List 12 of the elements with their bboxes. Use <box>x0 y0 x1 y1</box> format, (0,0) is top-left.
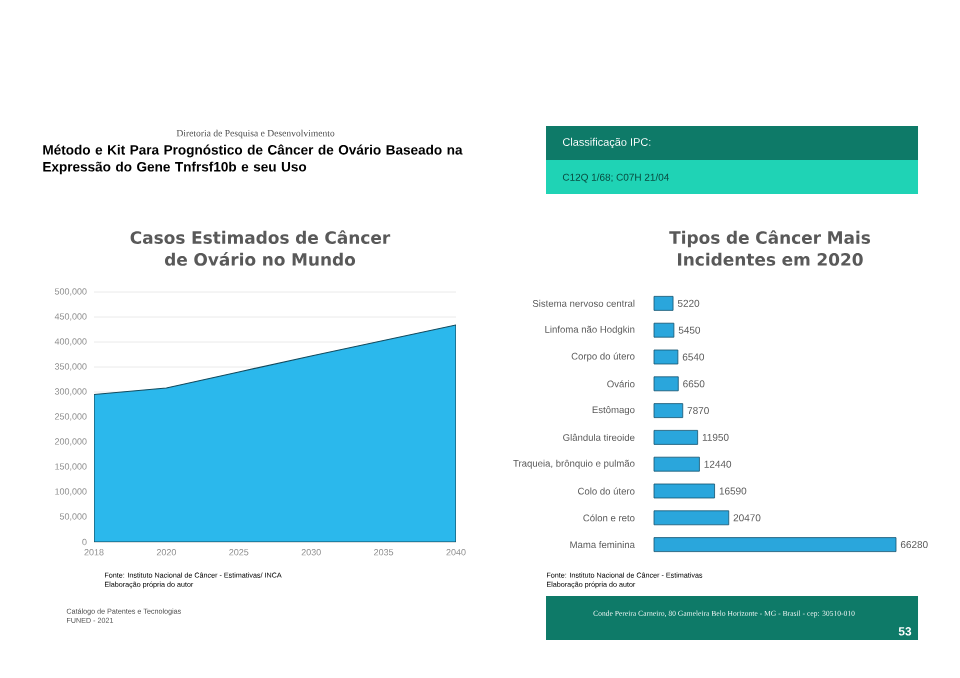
bar <box>653 456 700 472</box>
bar <box>653 295 674 311</box>
bar <box>653 376 679 392</box>
bar <box>653 510 730 526</box>
bar <box>653 349 679 365</box>
bar <box>653 430 699 445</box>
chart-title: Tipos de Câncer Mais Incidentes em 2020 <box>669 230 871 266</box>
bar <box>653 537 897 552</box>
bar <box>653 403 684 418</box>
chart-title: Casos Estimados de Câncer de Ovário no Mundo <box>130 230 391 266</box>
bar <box>653 322 675 338</box>
bar <box>653 483 715 499</box>
